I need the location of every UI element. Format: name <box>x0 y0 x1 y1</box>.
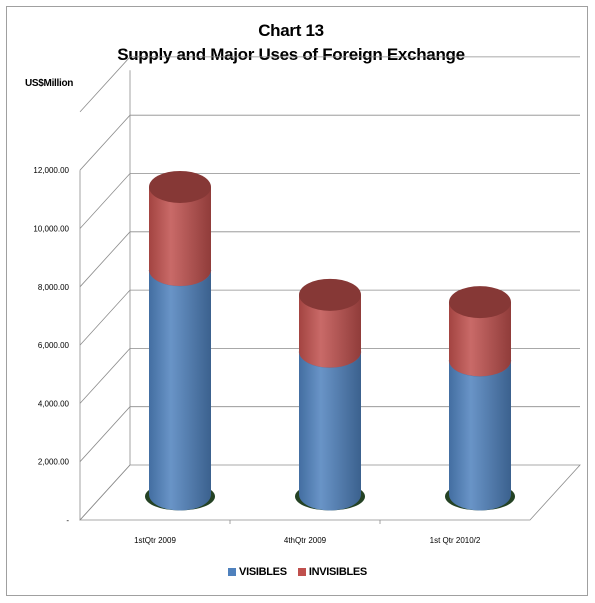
legend: VISIBLES INVISIBLES <box>0 566 595 579</box>
bar-top <box>149 170 211 203</box>
bar-visibles <box>298 351 362 511</box>
gridline-side <box>79 114 131 171</box>
gridline-side <box>79 173 131 229</box>
legend-label-invisibles: INVISIBLES <box>308 566 367 578</box>
bar-body <box>449 302 511 377</box>
bars <box>145 170 515 511</box>
bar-top <box>299 278 361 311</box>
gridline-side <box>79 231 131 288</box>
y-tick-label: - <box>66 516 69 525</box>
gridline-side <box>79 406 131 462</box>
bar-body <box>299 351 361 511</box>
legend-label-visibles: VISIBLES <box>239 566 287 578</box>
legend-swatch-invisibles <box>297 568 306 576</box>
gridline-side <box>79 289 131 346</box>
y-tick-label: 12,000.00 <box>33 166 69 175</box>
y-tick-label: 10,000.00 <box>33 225 69 234</box>
bar-invisibles <box>299 278 361 368</box>
gridline-side <box>79 348 131 404</box>
legend-item-visibles: VISIBLES <box>228 566 287 578</box>
bar-body <box>149 270 211 511</box>
chart-subtitle: Supply and Major Uses of Foreign Exchang… <box>117 45 465 64</box>
gridline-side <box>79 56 131 113</box>
category-label: 4thQtr 2009 <box>284 536 327 545</box>
bar-body <box>449 360 511 511</box>
category-labels: 1stQtr 2009 4thQtr 2009 1st Qtr 2010/2 <box>134 536 481 545</box>
bar-visibles <box>448 360 512 511</box>
y-axis-label: US$Million <box>25 78 74 89</box>
y-tick-label: 4,000.00 <box>38 399 70 408</box>
y-tick-label: 6,000.00 <box>38 341 70 350</box>
bar-invisibles <box>449 286 511 377</box>
y-tick-labels: - 2,000.00 4,000.00 6,000.00 8,000.00 10,000.… <box>33 166 69 525</box>
bar-visibles <box>148 270 212 511</box>
bar-top <box>449 286 511 319</box>
category-label: 1st Qtr 2010/2 <box>430 536 481 545</box>
y-tick-label: 8,000.00 <box>38 283 70 292</box>
legend-swatch-visibles <box>228 568 237 576</box>
bar-body <box>299 294 361 368</box>
bar-body <box>149 186 211 287</box>
category-label: 1stQtr 2009 <box>134 536 176 545</box>
gridline-side <box>79 464 131 521</box>
chart-title: Chart 13 <box>258 21 324 40</box>
legend-item-invisibles: INVISIBLES <box>297 566 367 578</box>
bar-invisibles <box>149 170 211 287</box>
y-tick-label: 2,000.00 <box>38 458 70 467</box>
chart-plot: - 2,000.00 4,000.00 6,000.00 8,000.00 10,000.… <box>33 56 581 545</box>
